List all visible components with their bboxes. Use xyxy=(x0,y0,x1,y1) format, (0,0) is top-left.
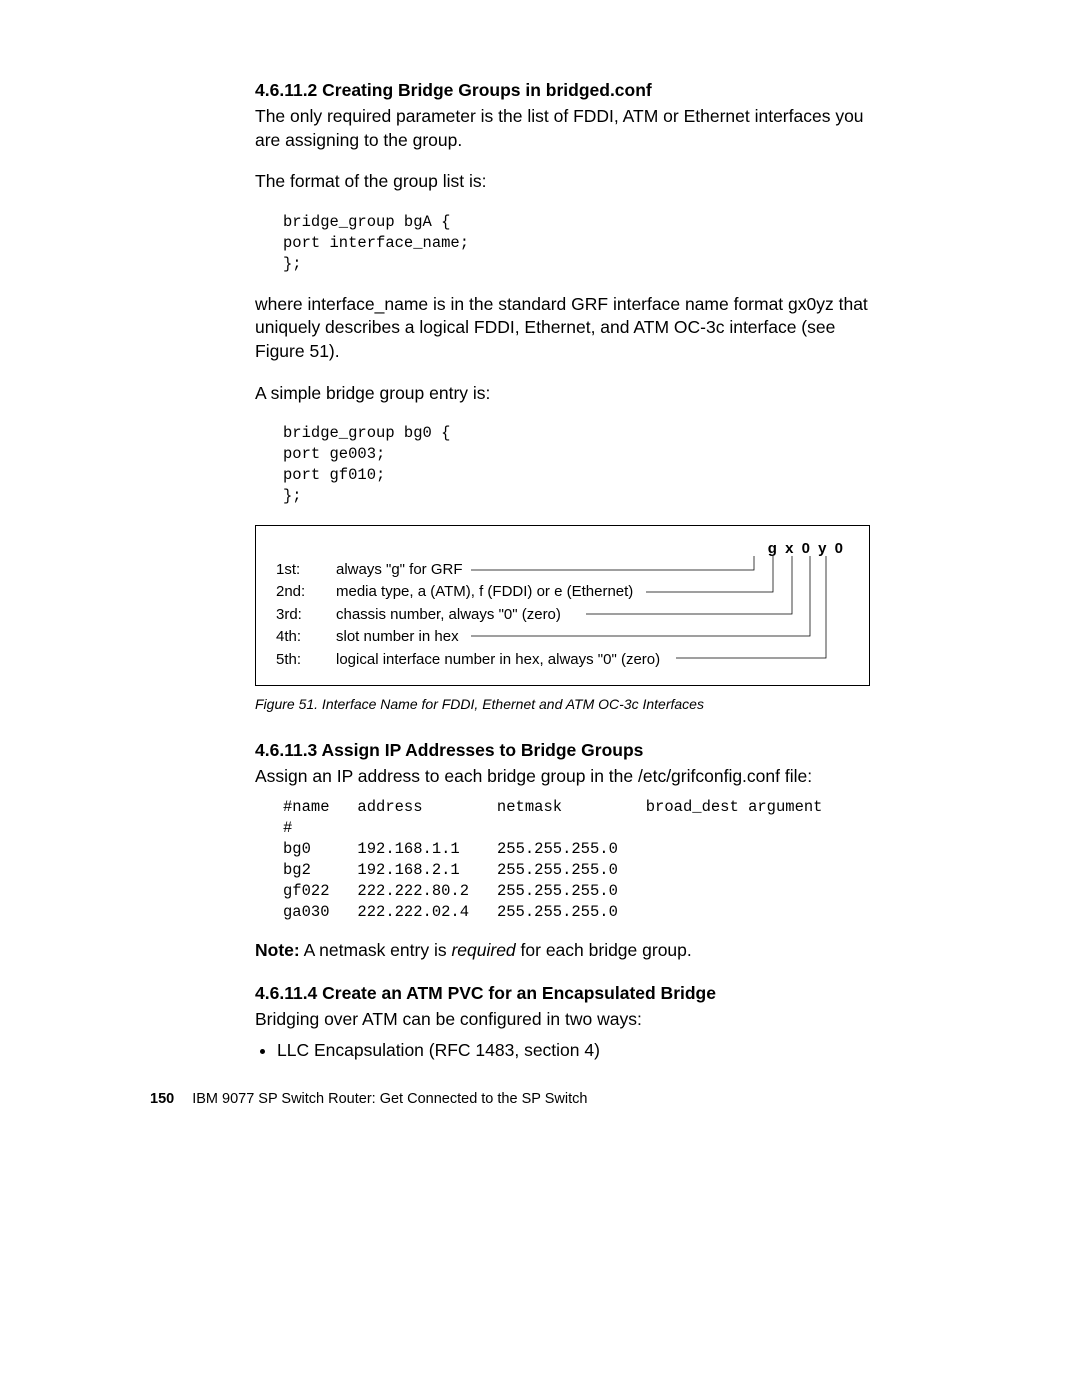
cell-name: bg0 xyxy=(283,840,311,858)
page-number: 150 xyxy=(150,1091,174,1107)
figure-row-desc: always "g" for GRF xyxy=(336,559,849,582)
code-line: }; xyxy=(283,255,302,273)
para-4-6-11-2-2: The format of the group list is: xyxy=(255,170,870,194)
cell-name: bg2 xyxy=(283,861,311,879)
table-row: bg0 192.168.1.1 255.255.255.0 xyxy=(283,840,618,858)
note-text-after: for each bridge group. xyxy=(516,940,692,960)
bullet-item: LLC Encapsulation (RFC 1483, section 4) xyxy=(277,1040,870,1061)
cell-name: gf022 xyxy=(283,882,330,900)
table-row: bg2 192.168.2.1 255.255.255.0 xyxy=(283,861,618,879)
code-block-bridge-format: bridge_group bgA { port interface_name; … xyxy=(283,212,870,275)
cell-address: 192.168.1.1 xyxy=(357,840,459,858)
figure-row-ordinal: 5th: xyxy=(276,649,336,672)
cell-address: 222.222.02.4 xyxy=(357,903,469,921)
code-line: port interface_name; xyxy=(283,234,469,252)
cell-netmask: 255.255.255.0 xyxy=(497,903,618,921)
cell-netmask: 255.255.255.0 xyxy=(497,840,618,858)
figure-51-box: g x 0 y 0 1st: always "g" for GRF 2nd: m… xyxy=(255,525,870,687)
code-block-bridge-example: bridge_group bg0 { port ge003; port gf01… xyxy=(283,423,870,507)
cell-address: 222.222.80.2 xyxy=(357,882,469,900)
figure-header-label: g x 0 y 0 xyxy=(276,540,849,557)
figure-row: 3rd: chassis number, always "0" (zero) xyxy=(276,604,849,627)
figure-row-desc: chassis number, always "0" (zero) xyxy=(336,604,849,627)
code-line: bridge_group bgA { xyxy=(283,213,450,231)
ip-address-table: #name address netmask broad_dest argumen… xyxy=(283,797,870,923)
figure-row: 4th: slot number in hex xyxy=(276,626,849,649)
para-4-6-11-2-3: where interface_name is in the standard … xyxy=(255,293,870,364)
figure-row-ordinal: 1st: xyxy=(276,559,336,582)
note-text-ital: required xyxy=(451,940,515,960)
code-line: bridge_group bg0 { xyxy=(283,424,450,442)
book-title: IBM 9077 SP Switch Router: Get Connected… xyxy=(192,1091,587,1107)
note-text-before: A netmask entry is xyxy=(300,940,452,960)
note-label: Note: xyxy=(255,940,300,960)
table-row: ga030 222.222.02.4 255.255.255.0 xyxy=(283,903,618,921)
figure-row-ordinal: 3rd: xyxy=(276,604,336,627)
code-line: port gf010; xyxy=(283,466,385,484)
note-netmask: Note: A netmask entry is required for ea… xyxy=(255,940,870,961)
para-4-6-11-2-1: The only required parameter is the list … xyxy=(255,105,870,152)
heading-4-6-11-4: 4.6.11.4 Create an ATM PVC for an Encaps… xyxy=(255,983,870,1004)
figure-51-caption: Figure 51. Interface Name for FDDI, Ethe… xyxy=(255,696,870,712)
para-4-6-11-4-1: Bridging over ATM can be configured in t… xyxy=(255,1008,870,1032)
table-row: gf022 222.222.80.2 255.255.255.0 xyxy=(283,882,618,900)
page-root: 4.6.11.2 Creating Bridge Groups in bridg… xyxy=(0,0,1080,1397)
para-4-6-11-2-4: A simple bridge group entry is: xyxy=(255,382,870,406)
figure-row: 2nd: media type, a (ATM), f (FDDI) or e … xyxy=(276,581,849,604)
code-line: }; xyxy=(283,487,302,505)
cell-netmask: 255.255.255.0 xyxy=(497,882,618,900)
cell-address: 192.168.2.1 xyxy=(357,861,459,879)
figure-row: 1st: always "g" for GRF xyxy=(276,559,849,582)
page-footer: 150 IBM 9077 SP Switch Router: Get Connec… xyxy=(150,1091,587,1107)
table-comment-row: # xyxy=(283,819,292,837)
para-4-6-11-3-1: Assign an IP address to each bridge grou… xyxy=(255,765,870,789)
code-line: port ge003; xyxy=(283,445,385,463)
cell-netmask: 255.255.255.0 xyxy=(497,861,618,879)
figure-row-desc: slot number in hex xyxy=(336,626,849,649)
figure-row: 5th: logical interface number in hex, al… xyxy=(276,649,849,672)
bullet-list-atm: LLC Encapsulation (RFC 1483, section 4) xyxy=(255,1040,870,1061)
heading-4-6-11-2: 4.6.11.2 Creating Bridge Groups in bridg… xyxy=(255,80,870,101)
figure-row-desc: logical interface number in hex, always … xyxy=(336,649,849,672)
figure-rows: 1st: always "g" for GRF 2nd: media type,… xyxy=(276,559,849,672)
figure-row-desc: media type, a (ATM), f (FDDI) or e (Ethe… xyxy=(336,581,849,604)
cell-name: ga030 xyxy=(283,903,330,921)
heading-4-6-11-3: 4.6.11.3 Assign IP Addresses to Bridge G… xyxy=(255,740,870,761)
figure-row-ordinal: 2nd: xyxy=(276,581,336,604)
figure-row-ordinal: 4th: xyxy=(276,626,336,649)
table-header-row: #name address netmask broad_dest argumen… xyxy=(283,798,823,816)
